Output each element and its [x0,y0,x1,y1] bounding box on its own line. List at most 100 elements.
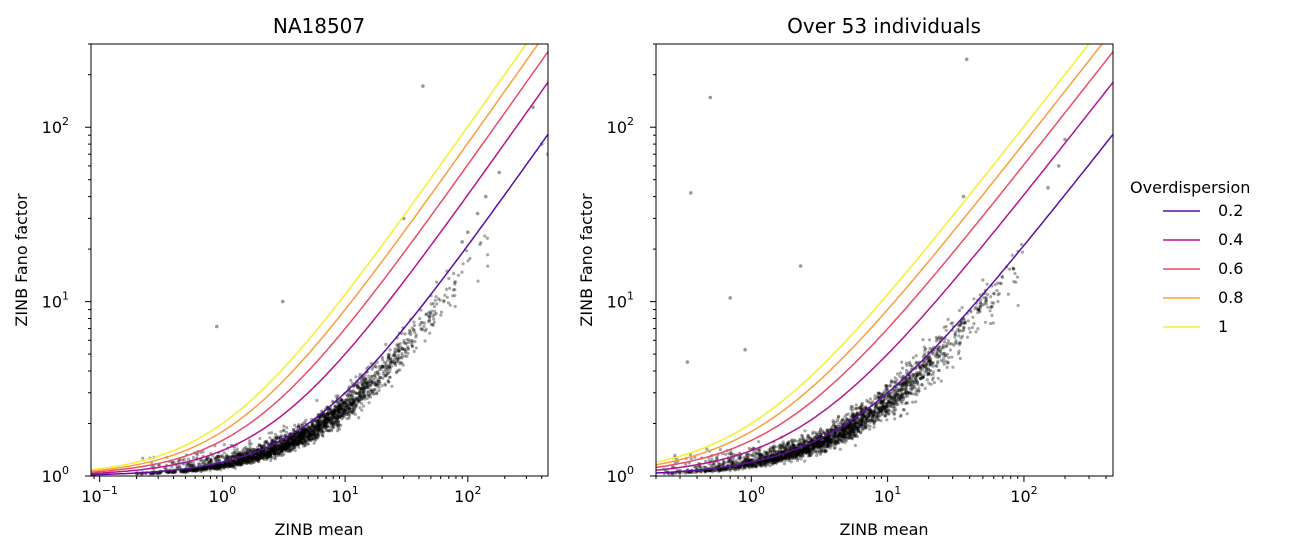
scatter-point [250,456,254,461]
scatter-point [366,390,370,394]
scatter-point [787,457,792,461]
scatter-point [833,420,837,424]
scatter-point [408,328,412,332]
scatter-point [366,381,370,385]
scatter-point [799,454,803,458]
scatter-point [783,455,787,459]
scatter-point [344,401,348,405]
scatter-point [216,457,220,461]
scatter-point [381,364,385,368]
scatter-point [309,427,313,431]
scatter-point [182,457,186,462]
scatter-point [762,462,766,466]
scatter-point [757,440,761,444]
scatter-point [221,464,226,468]
scatter-point [861,419,865,423]
scatter-point [837,441,841,445]
scatter-point [349,401,354,405]
scatter-point [184,464,188,468]
scatter-point [325,417,329,421]
scatter-point [286,441,291,445]
scatter-point [242,458,247,462]
scatter-point [217,458,221,462]
scatter-point [224,454,228,458]
scatter-point [723,468,727,472]
scatter-point [190,464,194,468]
scatter-point [401,347,405,351]
scatter-point [885,418,889,422]
scatter-point [357,395,361,399]
scatter-point [764,461,768,465]
scatter-point [283,445,287,449]
scatter-point [281,435,285,439]
scatter-point [776,451,781,455]
scatter-point [765,452,769,456]
scatter-point [728,467,732,471]
scatter-point [908,379,912,384]
scatter-point [196,467,200,471]
scatter-point [751,463,755,467]
scatter-point [337,423,341,427]
scatter-point [235,462,240,466]
scatter-point [789,445,794,449]
scatter-point [759,453,763,457]
scatter-point [320,414,324,418]
scatter-point [814,431,818,435]
scatter-point [771,457,775,461]
scatter-point [787,455,792,459]
scatter-point [330,409,335,413]
scatter-point [229,464,233,468]
scatter-point [956,352,961,356]
scatter-point [334,411,338,415]
scatter-point [837,437,841,442]
scatter-point [366,386,370,390]
scatter-point [255,458,259,462]
scatter-point [336,413,340,417]
scatter-point [303,436,307,440]
scatter-point [294,434,298,438]
scatter-point [233,452,237,456]
scatter-point [267,452,271,457]
scatter-point [289,436,293,440]
scatter-point [386,356,390,360]
scatter-point [282,446,286,451]
scatter-point [258,451,262,455]
scatter-point [320,422,324,426]
scatter-point [364,385,368,389]
scatter-point [281,447,285,451]
scatter-point [284,430,288,434]
scatter-point [331,417,336,421]
scatter-point [227,462,231,466]
scatter-point [752,463,756,467]
scatter-point [264,453,268,457]
scatter-point [424,327,428,331]
scatter-point [356,385,361,389]
scatter-point [348,413,352,418]
scatter-point [976,311,980,315]
scatter-point [269,449,273,453]
scatter-point [921,375,925,380]
scatter-point [387,365,392,369]
scatter-point [377,379,381,384]
scatter-point [413,340,417,344]
scatter-point [215,467,219,471]
scatter-point [942,356,946,361]
scatter-point [215,468,219,472]
scatter-point [319,430,323,434]
scatter-point [899,384,903,388]
scatter-point [820,440,825,444]
scatter-point [396,357,400,361]
scatter-point [298,438,302,442]
scatter-point [274,451,278,455]
scatter-point [187,469,191,473]
scatter-point [229,455,233,459]
scatter-point [266,455,270,460]
scatter-point [822,440,826,444]
scatter-point [356,381,360,385]
scatter-point [314,423,318,427]
scatter-point [798,439,802,443]
scatter-point [313,432,317,436]
scatter-point [427,310,431,314]
scatter-point [360,378,364,382]
scatter-point [316,419,320,423]
